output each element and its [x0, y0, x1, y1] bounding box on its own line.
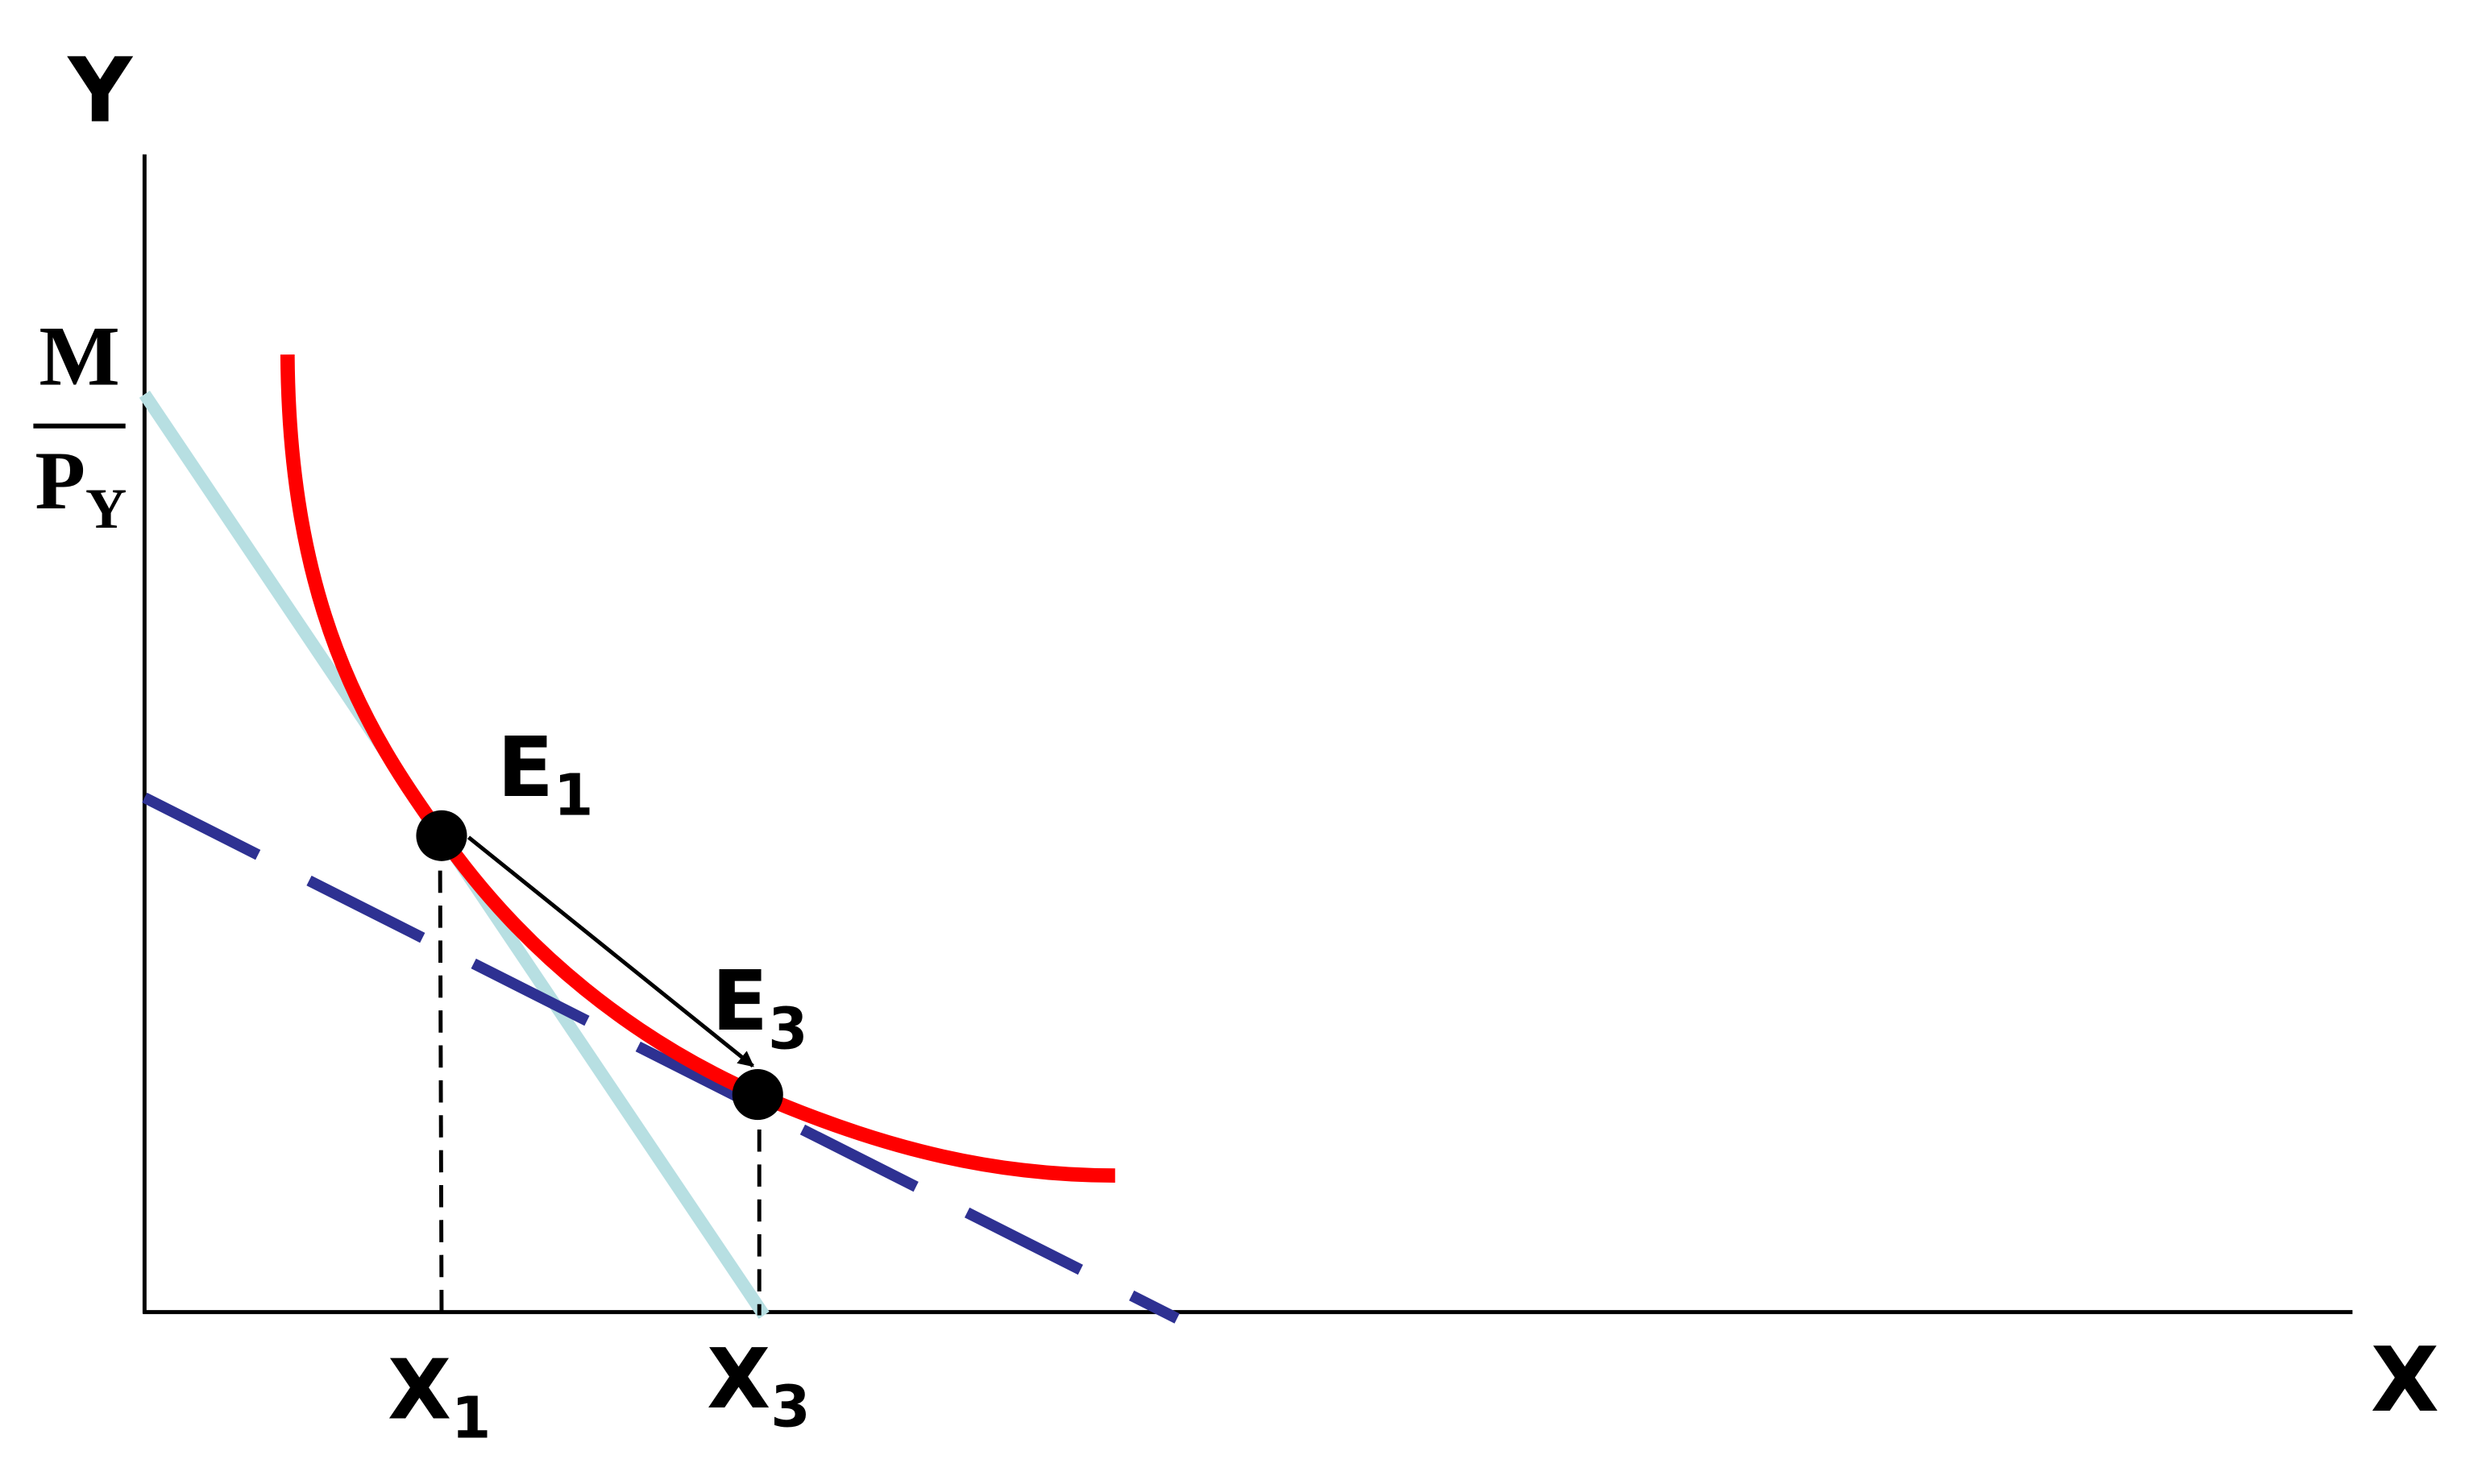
budget-line-compensated [142, 792, 1180, 1324]
drop-line [438, 835, 444, 1316]
equilibrium-point [416, 810, 467, 861]
point-label-main: E [712, 954, 768, 1050]
indifference-curve [280, 354, 1115, 1183]
point-label-subscript: 3 [768, 995, 807, 1062]
x-axis-label: X [2371, 1329, 2439, 1432]
point-label: E1 [497, 720, 593, 829]
move-arrow [467, 835, 754, 1068]
point-label-subscript: 1 [554, 762, 593, 829]
x-mark-subscript: 3 [770, 1374, 810, 1440]
x-mark-subscript: 1 [451, 1384, 491, 1451]
x-mark-label: X1 [388, 1343, 491, 1452]
intercept-numerator: M [39, 309, 119, 404]
denominator-main: P [35, 436, 85, 527]
point-label: E3 [712, 954, 807, 1063]
point-label-main: E [497, 720, 554, 816]
x-mark-main: X [388, 1343, 451, 1439]
denominator-subscript: Y [85, 478, 127, 541]
intercept-denominator: PY [35, 436, 127, 541]
y-axis-label: Y [66, 39, 133, 143]
x-mark-main: X [707, 1332, 770, 1428]
equilibrium-point [732, 1069, 783, 1121]
x-mark-label: X3 [707, 1332, 810, 1440]
